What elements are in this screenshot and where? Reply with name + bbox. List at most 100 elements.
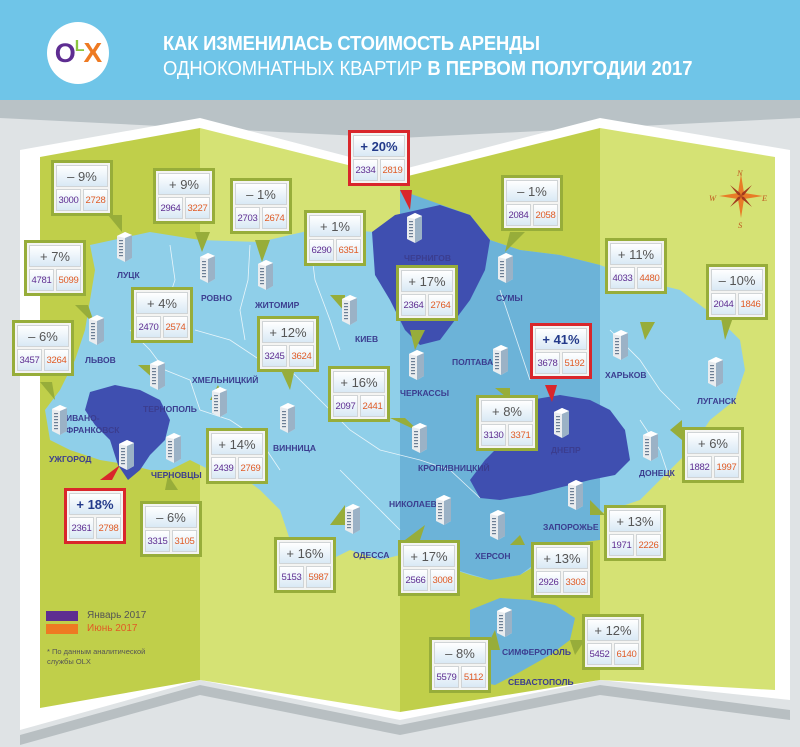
june-price: 5112 [461,666,486,688]
january-price: 3457 [17,349,42,371]
city-box-chernigov: + 20% 2334 2819 [348,130,410,186]
city-box-dnepr: + 41% 3678 5192 [530,323,592,379]
city-box-vinnitsa: + 12% 3245 3624 [257,316,319,372]
city-label-chernigov: ЧЕРНИГОВ [404,253,452,263]
compass-s: S [738,220,743,230]
city-label-sumy: СУМЫ [496,293,523,303]
change-percent: + 41% [535,328,587,350]
compass-n: N [737,168,743,178]
city-box-kharkov: + 11% 4033 4480 [605,238,667,294]
june-price: 2764 [428,294,453,316]
change-percent: + 7% [29,245,81,267]
change-percent: + 16% [279,542,331,564]
january-price: 2334 [353,159,378,181]
january-price: 2566 [403,569,428,591]
june-swatch [46,623,78,634]
city-box-ivano-frankovsk: + 18% 2361 2798 [64,488,126,544]
change-percent: + 20% [353,135,405,157]
city-box-zaporozhye: + 13% 1971 2226 [604,505,666,561]
june-price: 1846 [738,293,763,315]
june-price: 2819 [380,159,405,181]
city-label-kherson: ХЕРСОН [475,551,511,561]
june-price: 2058 [533,204,558,226]
city-label-chernovtsy: ЧЕРНОВЦЫ [151,470,202,480]
city-box-kherson: + 13% 2926 3303 [531,542,593,598]
january-price: 1971 [609,534,634,556]
city-box-uzhgorod: – 6% 3457 3264 [12,320,74,376]
compass-w: W [709,193,717,203]
city-label-lvov: ЛЬВОВ [85,355,116,365]
june-price: 3371 [508,424,533,446]
title-regular: ОДНОКОМНАТНЫХ КВАРТИР [163,58,428,80]
change-percent: – 1% [235,183,287,205]
change-percent: – 10% [711,269,763,291]
january-price: 5452 [587,643,612,665]
june-price: 3227 [185,197,210,219]
logo-x: X [83,37,103,68]
city-box-nikolaev: + 17% 2566 3008 [398,540,460,596]
january-label: Январь 2017 [87,610,147,621]
june-price: 2769 [238,457,263,479]
city-label-uzhgorod: УЖГОРОД [49,454,92,464]
city-box-chernovtsy: – 6% 3315 3105 [140,501,202,557]
city-label-kiev: КИЕВ [355,334,379,344]
title-line-1: КАК ИЗМЕНИЛАСЬ СТОИМОСТЬ АРЕНДЫ [163,33,540,55]
change-percent: + 14% [211,433,263,455]
january-price: 2439 [211,457,236,479]
city-label-poltava: ПОЛТАВА [452,357,494,367]
june-price: 3264 [44,349,69,371]
january-price: 4781 [29,269,54,291]
city-label-donetsk: ДОНЕЦК [639,468,675,478]
city-label-rovno: РОВНО [201,293,233,303]
change-percent: – 8% [434,642,486,664]
change-percent: + 12% [262,321,314,343]
change-percent: + 9% [158,173,210,195]
june-price: 5192 [562,352,587,374]
city-box-sumy: – 1% 2084 2058 [501,175,563,231]
june-label: Июнь 2017 [87,623,138,634]
january-price: 2364 [401,294,426,316]
change-percent: + 6% [687,432,739,454]
june-price: 2574 [163,316,188,338]
january-price: 2703 [235,207,260,229]
city-label-lugansk: ЛУГАНСК [697,396,737,406]
change-percent: – 6% [145,506,197,528]
city-label-zaporozhye: ЗАПОРОЖЬЕ [543,522,599,532]
january-price: 2470 [136,316,161,338]
city-box-lugansk: – 10% 2044 1846 [706,264,768,320]
city-box-ternopol: + 4% 2470 2574 [131,287,193,343]
city-box-donetsk: + 6% 1882 1997 [682,427,744,483]
change-percent: + 12% [587,619,639,641]
change-percent: + 1% [309,215,361,237]
change-percent: + 16% [333,371,385,393]
january-price: 4033 [610,267,635,289]
change-percent: + 13% [609,510,661,532]
change-percent: + 13% [536,547,588,569]
january-price: 2361 [69,517,94,539]
change-percent: – 1% [506,180,558,202]
city-label-kropivnitsky: КРОПИВНИЦКИЙ [418,463,490,473]
january-price: 2097 [333,395,358,417]
legend-june: Июнь 2017 [46,623,146,634]
title-line-2: ОДНОКОМНАТНЫХ КВАРТИР В ПЕРВОМ ПОЛУГОДИИ… [163,58,692,81]
change-percent: + 11% [610,243,662,265]
june-price: 3624 [289,345,314,367]
change-percent: – 9% [56,165,108,187]
january-price: 1882 [687,456,712,478]
change-percent: + 18% [69,493,121,515]
city-box-lutsk: – 9% 3000 2728 [51,160,113,216]
city-label-ivano-2: ФРАНКОВСК [66,425,120,435]
june-price: 2728 [83,189,108,211]
city-label-zhitomir: ЖИТОМИР [255,300,300,310]
legend-january: Январь 2017 [46,610,146,621]
june-price: 2441 [360,395,385,417]
january-price: 3130 [481,424,506,446]
january-price: 5579 [434,666,459,688]
change-percent: – 6% [17,325,69,347]
june-price: 5099 [56,269,81,291]
city-box-cherkassy: + 17% 2364 2764 [396,265,458,321]
june-price: 4480 [637,267,662,289]
